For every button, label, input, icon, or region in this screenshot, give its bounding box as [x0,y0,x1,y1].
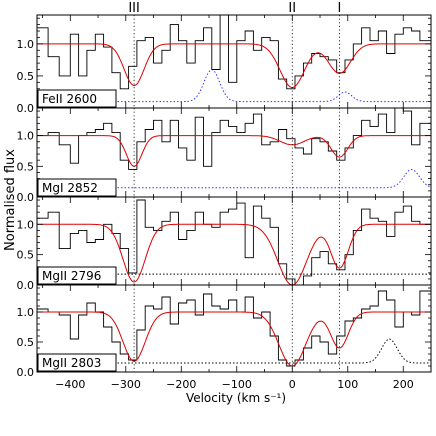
y-tick-label: 0.0 [17,279,35,292]
y-tick-label: 0.0 [17,102,35,115]
y-tick-label: 1.0 [17,218,35,231]
y-tick-label: 0.0 [17,366,35,379]
y-axis-label: Normalised flux [3,149,18,251]
model-fit [37,43,431,89]
ion-label: MgII 2803 [42,356,101,370]
y-tick-label: 1.0 [17,38,35,51]
component-label: III [128,1,140,16]
ion-label-box [37,89,117,108]
flux-spectrum [37,199,431,285]
panel-plot-area [37,15,431,103]
ion-label: FeII 2600 [42,92,97,106]
error-spectrum [37,168,431,189]
ion-label-box [37,178,117,197]
panel-feii-2600: 0.0 0.5 1.0 FeII 2600 [17,14,432,115]
x-tick-label: 100 [337,378,358,391]
error-spectrum [37,338,431,364]
panel-frame [36,284,432,373]
component-labels: III II I [128,1,341,16]
model-fit [37,311,431,367]
x-tick-label: 0 [289,378,296,391]
x-tick-label: −100 [222,378,252,391]
panel-mgii-2796: 0.0 0.5 1.0 MgII 2796 [17,196,432,292]
x-axis: −400 −300 −200 −100 0 100 200 [55,378,414,391]
x-tick-label: 200 [393,378,414,391]
component-label: II [288,1,296,16]
ion-label: MgII 2796 [42,269,101,283]
flux-spectrum [37,108,431,170]
panel-plot-area [37,108,431,189]
flux-spectrum [37,290,431,367]
y-tick-label: 0.5 [17,160,35,173]
y-tick-label: 1.0 [17,130,35,143]
y-tick-label: 0.5 [17,336,35,349]
model-fit [37,135,431,167]
panel-mgi-2852: 0.0 0.5 1.0 MgI 2852 [17,107,432,204]
flux-spectrum [37,15,431,90]
panel-plot-area [37,290,431,367]
y-tick-label: 0.0 [17,191,35,204]
ion-label: MgI 2852 [42,181,98,195]
panel-mgii-2803: 0.0 0.5 1.0 MgII 2803 [17,284,432,379]
component-label: I [338,1,342,16]
x-axis-label: Velocity (km s⁻¹) [186,391,286,405]
model-fit [37,223,431,285]
x-tick-label: −300 [111,378,141,391]
panel-plot-area [37,199,431,285]
y-tick-label: 1.0 [17,306,35,319]
ion-label-box [37,353,117,372]
y-tick-label: 0.5 [17,70,35,83]
y-tick-label: 0.5 [17,249,35,262]
ion-label-box [37,266,117,285]
x-tick-label: −200 [166,378,196,391]
x-tick-label: −400 [55,378,85,391]
